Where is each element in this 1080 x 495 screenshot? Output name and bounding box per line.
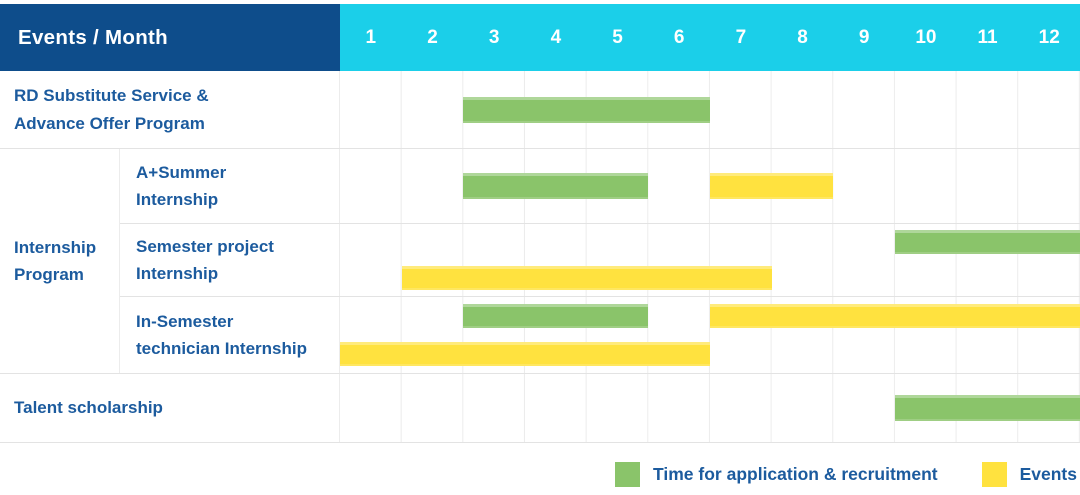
- bar-application: [463, 96, 710, 123]
- header-title: Events / Month: [18, 25, 168, 49]
- chart-area-rd-substitute: [340, 71, 1080, 148]
- row-a-summer-internship: A+Summer Internship: [120, 149, 1080, 223]
- row-label: RD Substitute Service & Advance Offer Pr…: [14, 86, 209, 133]
- month-label-2: 2: [427, 26, 438, 48]
- month-label-5: 5: [612, 26, 623, 48]
- row-label: In-Semester technician Internship: [136, 311, 307, 358]
- row-label-cell: A+Summer Internship: [120, 149, 340, 223]
- group-rows: A+Summer Internship Semester project Int…: [120, 149, 1080, 373]
- month-label-3: 3: [488, 26, 500, 48]
- month-label-4: 4: [550, 26, 562, 48]
- header-events-month-cell: Events / Month: [0, 4, 340, 71]
- row-in-semester-technician-internship: In-Semester technician Internship: [120, 296, 1080, 373]
- row-rd-substitute: RD Substitute Service & Advance Offer Pr…: [0, 71, 1080, 148]
- row-label-cell: RD Substitute Service & Advance Offer Pr…: [0, 71, 340, 148]
- bar-application: [463, 173, 649, 199]
- month-header: 1 2 3 4 5 6 7 8 9 10 11 12: [340, 4, 1080, 71]
- chart-area-in-semester: [340, 297, 1080, 373]
- month-label-7: 7: [735, 26, 747, 48]
- row-talent-scholarship: Talent scholarship: [0, 373, 1080, 442]
- group-label-cell: Internship Program: [0, 149, 120, 373]
- month-label-9: 9: [858, 26, 870, 48]
- month-label-10: 10: [915, 26, 937, 48]
- month-label-6: 6: [673, 26, 685, 48]
- chart-line: [340, 374, 1080, 442]
- chart-area-a-summer: [340, 149, 1080, 223]
- legend-label-events: Events: [1019, 463, 1077, 484]
- chart-area-talent-scholarship: [340, 374, 1080, 442]
- bar-application: [895, 230, 1080, 254]
- month-label-8: 8: [797, 26, 808, 48]
- row-label-cell: In-Semester technician Internship: [120, 297, 340, 373]
- legend: Time for application & recruitment Event…: [0, 443, 1080, 495]
- row-label: Talent scholarship: [14, 398, 163, 418]
- chart-line: [340, 260, 1080, 296]
- bar-application: [463, 304, 649, 328]
- month-label-1: 1: [365, 26, 377, 48]
- row-label-cell: Semester project Internship: [120, 224, 340, 296]
- row-semester-project-internship: Semester project Internship: [120, 223, 1080, 296]
- bar-events: [340, 342, 710, 366]
- group-label: Internship Program: [14, 237, 97, 284]
- legend-label-application: Time for application & recruitment: [653, 463, 938, 484]
- month-label-12: 12: [1038, 26, 1060, 48]
- internship-program-group: Internship Program A+Summer Internship S…: [0, 148, 1080, 373]
- chart-area-semester-project: [340, 224, 1080, 296]
- schedule-table: Events / Month 1 2 3 4 5 6 7 8 9 10 11 12 RD Substi…: [0, 4, 1080, 443]
- month-label-11: 11: [977, 26, 998, 48]
- chart-line: [340, 149, 1080, 223]
- bar-events: [710, 173, 834, 199]
- chart-line: [340, 297, 1080, 335]
- bar-application: [895, 395, 1080, 421]
- bar-events: [401, 266, 772, 290]
- legend-swatch-events: [981, 461, 1007, 487]
- row-label-cell: Talent scholarship: [0, 374, 340, 442]
- bar-events: [710, 304, 1080, 328]
- chart-line: [340, 335, 1080, 373]
- chart-line: [340, 71, 1080, 148]
- legend-swatch-application: [615, 461, 641, 487]
- chart-line: [340, 224, 1080, 260]
- row-label: Semester project Internship: [136, 236, 274, 283]
- row-label: A+Summer Internship: [136, 162, 227, 209]
- header-row: Events / Month 1 2 3 4 5 6 7 8 9 10 11 12: [0, 4, 1080, 71]
